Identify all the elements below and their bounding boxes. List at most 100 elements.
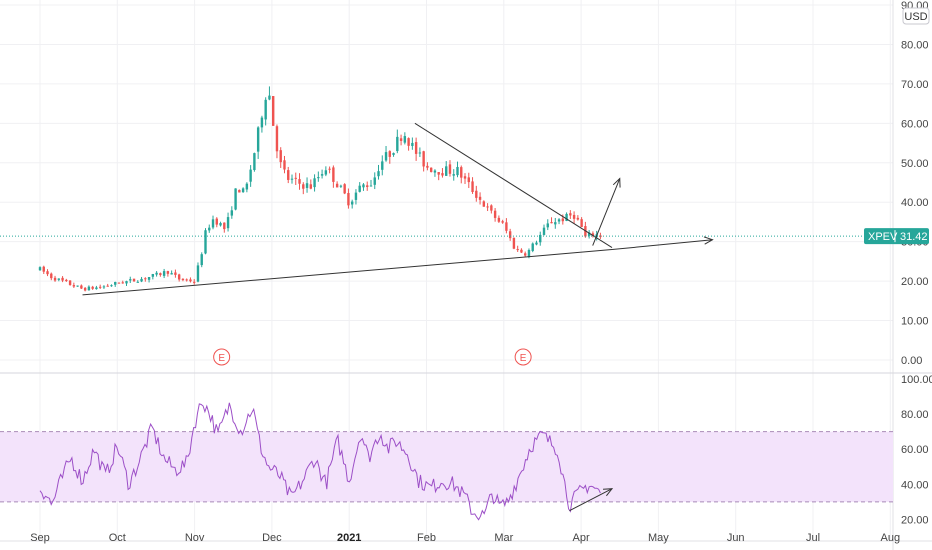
price-trendline-resistance[interactable]: [414, 122, 613, 249]
candle-body: [42, 266, 45, 272]
candle-body: [399, 138, 403, 141]
candle-body: [136, 281, 139, 283]
price-pane[interactable]: [38, 86, 714, 296]
last-price-badge: [864, 228, 929, 245]
rsi-axis[interactable]: 20.00 40.00 60.00 80.00 100.00: [901, 374, 932, 526]
candle-body: [429, 167, 433, 172]
candle-body: [580, 219, 583, 227]
candle-body: [512, 238, 516, 249]
candle-body: [302, 184, 305, 189]
currency-badge[interactable]: USD: [902, 7, 930, 25]
candle-body: [497, 217, 501, 222]
candle-body: [463, 176, 467, 179]
candle-body: [407, 138, 410, 146]
candle-body: [414, 142, 418, 154]
candle-body: [287, 170, 290, 180]
earnings-marker-circle[interactable]: [213, 348, 231, 366]
candle-body: [426, 165, 429, 168]
candle-body: [117, 282, 121, 284]
candle-body: [106, 285, 109, 287]
candle-body: [482, 201, 486, 207]
candle-body: [226, 217, 230, 229]
candle-body: [72, 285, 76, 287]
candle-body: [95, 287, 98, 290]
earnings-marker-circle[interactable]: [514, 348, 532, 366]
price-trendline-arrow[interactable]: [592, 178, 621, 246]
candle-body: [478, 196, 482, 200]
price-axis[interactable]: 0.0010.0020.0030.0040.0050.0060.0070.008…: [901, 0, 929, 367]
candle-body: [87, 286, 91, 291]
candle-body: [200, 254, 203, 266]
candle-body: [253, 153, 256, 171]
candle-body: [290, 178, 294, 180]
time-tick-label: Mar: [494, 532, 513, 544]
price-trendline-arrow[interactable]: [611, 239, 713, 251]
candle-body: [418, 152, 422, 154]
candle-body: [249, 169, 252, 182]
price-tick-label: 10.00: [901, 316, 929, 328]
candle-body: [452, 174, 455, 176]
candle-body: [140, 278, 143, 282]
candle-body: [576, 217, 580, 220]
candle-body: [129, 279, 132, 281]
candle-body: [50, 273, 53, 279]
rsi-band: [0, 431, 893, 502]
candle-body: [350, 201, 354, 205]
candle-body: [561, 218, 565, 222]
candle-body: [471, 181, 474, 193]
candle-body: [189, 279, 192, 282]
candle-body: [347, 193, 350, 206]
rsi-tick-label: 40.00: [901, 479, 929, 491]
candle-body: [53, 277, 57, 281]
time-tick-label: Apr: [573, 532, 590, 544]
candle-body: [313, 178, 316, 188]
candle-body: [445, 166, 448, 176]
candle-body: [155, 272, 158, 275]
candle-body: [159, 273, 162, 276]
price-tick-label: 50.00: [901, 158, 929, 170]
candle-body: [542, 227, 546, 235]
candle-body: [309, 184, 313, 189]
last-price-value: 31.42: [900, 231, 928, 243]
candle-body: [516, 249, 519, 251]
candle-body: [185, 279, 188, 281]
candle-body: [147, 276, 151, 280]
candle-body: [554, 222, 557, 225]
candle-body: [332, 167, 335, 182]
price-tick-label: 80.00: [901, 39, 929, 51]
candle-body: [456, 166, 459, 176]
candle-body: [230, 210, 234, 216]
candle-body: [362, 184, 365, 188]
candle-body: [204, 230, 207, 254]
candle-body: [550, 222, 553, 224]
candle-body: [493, 210, 497, 218]
candle-body: [527, 249, 531, 257]
candle-body: [320, 174, 324, 176]
rsi-trendline[interactable]: [569, 488, 613, 512]
price-trendline-support[interactable]: [82, 249, 613, 296]
candle-body: [501, 221, 504, 223]
candle-body: [283, 160, 286, 170]
candle-body: [279, 150, 282, 163]
candle-body: [241, 188, 245, 193]
time-tick-label: Jul: [806, 532, 820, 544]
candle-body: [57, 278, 61, 280]
candle-body: [486, 206, 489, 208]
candle-body: [467, 177, 470, 183]
rsi-pane[interactable]: [0, 402, 893, 521]
candle-body: [166, 271, 170, 274]
candle-body: [358, 185, 361, 192]
candle-body: [388, 151, 391, 157]
candle-body: [238, 189, 241, 193]
candle-body: [524, 253, 527, 256]
candle-body: [373, 177, 376, 185]
candle-body: [162, 271, 166, 276]
candle-body: [121, 282, 124, 284]
price-tick-label: 40.00: [901, 197, 929, 209]
time-axis[interactable]: Sep Oct Nov Dec 2021 Feb Mar Apr May Jun Jul Aug: [30, 532, 900, 544]
candle-body: [343, 184, 346, 194]
candle-body: [125, 281, 128, 284]
earnings-marker-label: E: [218, 353, 225, 364]
